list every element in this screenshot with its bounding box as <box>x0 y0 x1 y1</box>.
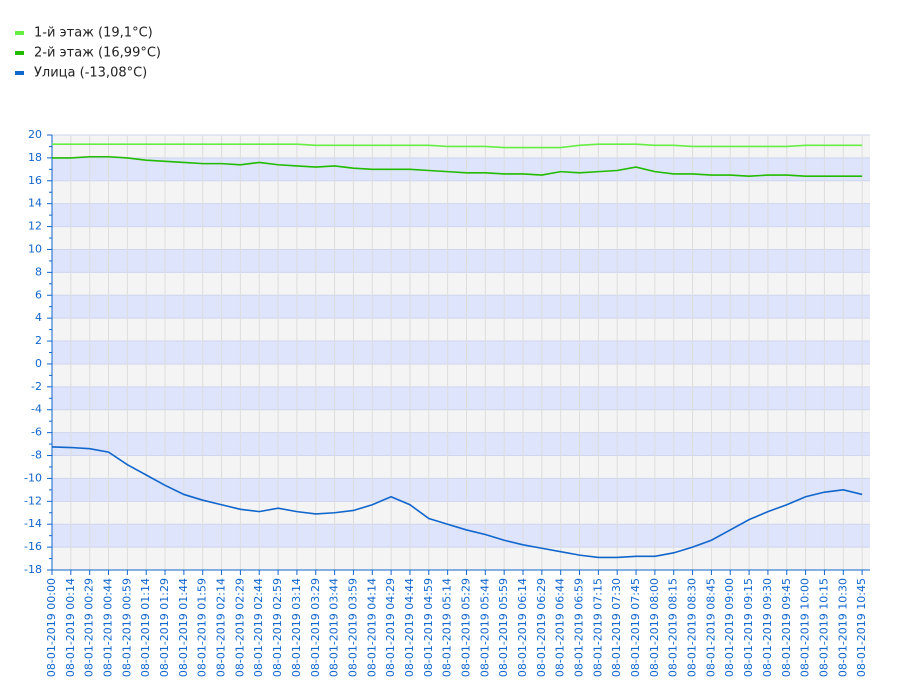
legend-swatch <box>15 31 24 35</box>
legend-swatch <box>15 71 24 75</box>
x-tick-label: 08-01-2019 08:00 <box>648 578 661 677</box>
band <box>52 318 870 342</box>
x-tick-label: 08-01-2019 02:44 <box>252 578 265 677</box>
x-tick-label: 08-01-2019 06:29 <box>535 578 548 677</box>
band <box>52 524 870 548</box>
x-tick-label: 08-01-2019 07:15 <box>591 578 604 677</box>
x-tick-label: 08-01-2019 09:45 <box>780 578 793 677</box>
x-tick-label: 08-01-2019 05:44 <box>478 578 491 677</box>
band <box>52 547 870 570</box>
band <box>52 478 870 502</box>
band <box>52 501 870 525</box>
y-tick-label: 14 <box>28 197 42 210</box>
legend-label: Улица (-13,08°C) <box>34 66 147 81</box>
band <box>52 455 870 479</box>
x-tick-label: 08-01-2019 02:14 <box>215 578 228 677</box>
x-tick-label: 08-01-2019 05:29 <box>459 578 472 677</box>
y-tick-label: -4 <box>31 403 42 416</box>
series-line <box>52 155 863 178</box>
x-tick-label: 08-01-2019 10:00 <box>799 578 812 677</box>
y-tick-label: -18 <box>24 563 42 576</box>
x-tick-label: 08-01-2019 05:14 <box>441 578 454 677</box>
x-tick-label: 08-01-2019 04:59 <box>422 578 435 677</box>
legend-swatch <box>15 51 24 55</box>
y-tick-label: 6 <box>35 288 42 301</box>
y-tick-label: -16 <box>24 540 42 553</box>
y-tick-label: 12 <box>28 220 42 233</box>
x-tick-label: 08-01-2019 00:29 <box>83 578 96 677</box>
x-tick-label: 08-01-2019 03:44 <box>328 578 341 677</box>
band <box>52 272 870 296</box>
x-tick-label: 08-01-2019 00:59 <box>120 578 133 677</box>
x-tick-label: 08-01-2019 02:29 <box>233 578 246 677</box>
y-tick-label: 20 <box>28 128 42 141</box>
x-tick-label: 08-01-2019 08:15 <box>667 578 680 677</box>
x-tick-label: 08-01-2019 00:14 <box>64 578 77 677</box>
x-tick-label: 08-01-2019 07:30 <box>610 578 623 677</box>
y-tick-label: 8 <box>35 265 42 278</box>
y-tick-label: -2 <box>31 380 42 393</box>
x-tick-label: 08-01-2019 00:44 <box>102 578 115 677</box>
band <box>52 249 870 273</box>
x-tick-label: 08-01-2019 01:44 <box>177 578 190 677</box>
x-tick-label: 08-01-2019 05:59 <box>497 578 510 677</box>
x-tick-label: 08-01-2019 01:59 <box>196 578 209 677</box>
x-tick-label: 08-01-2019 00:00 <box>45 578 58 677</box>
x-tick-label: 08-01-2019 06:44 <box>554 578 567 677</box>
x-tick-label: 08-01-2019 04:29 <box>384 578 397 677</box>
x-tick-label: 08-01-2019 01:29 <box>158 578 171 677</box>
band <box>52 363 870 387</box>
y-tick-label: 4 <box>35 311 42 324</box>
x-tick-label: 08-01-2019 10:45 <box>855 578 868 677</box>
band <box>52 409 870 433</box>
band <box>52 295 870 319</box>
band <box>52 386 870 410</box>
x-tick-label: 08-01-2019 07:45 <box>629 578 642 677</box>
legend-label: 1-й этаж (19,1°C) <box>34 26 153 41</box>
x-tick-label: 08-01-2019 04:44 <box>403 578 416 677</box>
x-tick-label: 08-01-2019 01:14 <box>139 578 152 677</box>
y-tick-label: 2 <box>35 334 42 347</box>
y-tick-label: -12 <box>24 494 42 507</box>
y-tick-label: -8 <box>31 449 42 462</box>
y-tick-label: 0 <box>35 357 42 370</box>
y-tick-label: 16 <box>28 174 42 187</box>
y-tick-label: 10 <box>28 242 42 255</box>
band <box>52 341 870 364</box>
x-tick-label: 08-01-2019 03:14 <box>290 578 303 677</box>
series-line <box>51 446 863 559</box>
band <box>52 432 870 456</box>
y-tick-label: -10 <box>24 471 42 484</box>
x-tick-label: 08-01-2019 03:29 <box>309 578 322 677</box>
band <box>52 226 870 250</box>
x-tick-label: 08-01-2019 04:14 <box>365 578 378 677</box>
band <box>52 157 870 181</box>
x-tick-label: 08-01-2019 09:30 <box>761 578 774 677</box>
x-tick-label: 08-01-2019 03:59 <box>346 578 359 677</box>
x-tick-label: 08-01-2019 08:30 <box>686 578 699 677</box>
x-tick-label: 08-01-2019 10:30 <box>836 578 849 677</box>
band <box>52 203 870 227</box>
x-tick-label: 08-01-2019 10:15 <box>817 578 830 677</box>
x-tick-label: 08-01-2019 09:15 <box>742 578 755 677</box>
x-tick-label: 08-01-2019 06:59 <box>573 578 586 677</box>
series-line <box>52 143 863 149</box>
band <box>52 180 870 204</box>
x-tick-label: 08-01-2019 02:59 <box>271 578 284 677</box>
legend-label: 2-й этаж (16,99°C) <box>34 46 161 61</box>
y-tick-label: -14 <box>24 517 42 530</box>
y-tick-label: -6 <box>31 426 42 439</box>
x-tick-label: 08-01-2019 09:00 <box>723 578 736 677</box>
y-tick-label: 18 <box>28 151 42 164</box>
x-tick-label: 08-01-2019 08:45 <box>704 578 717 677</box>
x-tick-label: 08-01-2019 06:14 <box>516 578 529 677</box>
